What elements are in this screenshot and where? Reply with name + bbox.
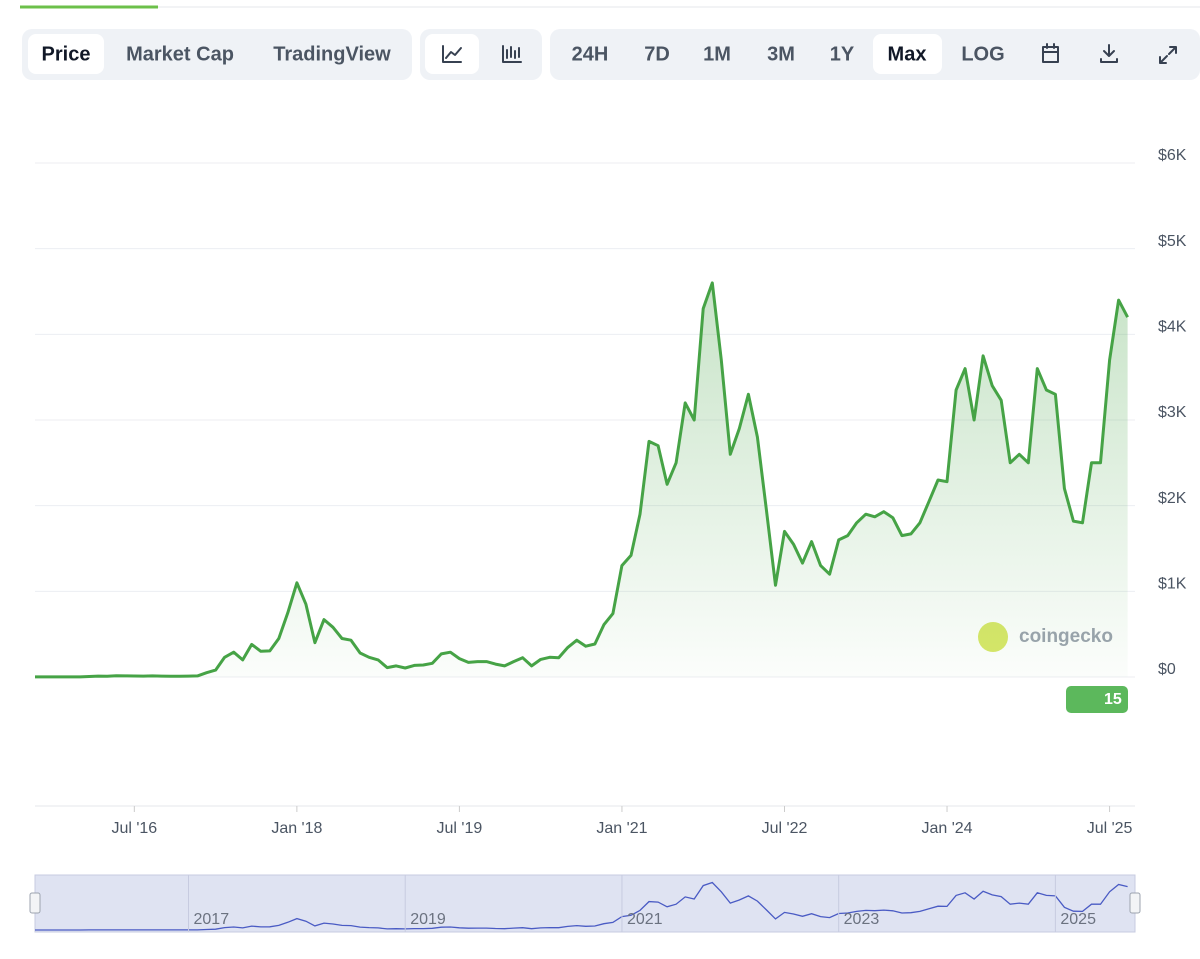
y-tick-label: $0 (1158, 661, 1176, 678)
tab[interactable]: Market Cap (126, 43, 234, 65)
y-tick-label: $1K (1158, 576, 1187, 593)
range[interactable]: LOG (961, 43, 1004, 65)
x-tick-label: Jul '16 (111, 820, 157, 837)
calendar-icon[interactable] (1042, 43, 1059, 63)
y-tick-label: $4K (1158, 319, 1187, 336)
area (35, 282, 1128, 677)
range[interactable]: Max (888, 43, 927, 65)
candle-icon[interactable] (502, 45, 522, 63)
range[interactable]: 7D (644, 43, 670, 65)
tab[interactable]: Price (42, 43, 91, 65)
y-tick-label: $3K (1158, 404, 1187, 421)
navigator-label: 2023 (844, 911, 880, 928)
x-tick-label: Jan '21 (596, 820, 647, 837)
news-count[interactable]: 15 (1104, 691, 1122, 708)
download-icon[interactable] (1100, 44, 1118, 63)
x-tick-label: Jan '18 (271, 820, 322, 837)
x-tick-label: Jan '24 (921, 820, 972, 837)
navigator-handle (1129, 892, 1141, 914)
tab-group (22, 29, 412, 80)
navigator-label: 2025 (1060, 911, 1096, 928)
x-tick-label: Jul '19 (437, 820, 483, 837)
tab[interactable]: TradingView (273, 43, 391, 65)
navigator-label: 2017 (194, 911, 230, 928)
range[interactable]: 1M (703, 43, 731, 65)
expand-icon[interactable] (1159, 46, 1177, 64)
tab-selected (28, 34, 104, 74)
navigator-handle (29, 892, 41, 914)
range-selected (873, 34, 942, 74)
y-tick-label: $2K (1158, 490, 1187, 507)
line-icon[interactable] (442, 45, 462, 63)
range[interactable]: 1Y (830, 43, 855, 65)
news-badge[interactable] (1066, 686, 1128, 713)
price-line (35, 281, 1129, 679)
y-tick-label: $6K (1158, 147, 1187, 164)
navigator-label: 2021 (627, 911, 663, 928)
navigator[interactable] (34, 874, 1136, 933)
x-tick-label: Jul '22 (762, 820, 808, 837)
navigator-line (35, 881, 1128, 931)
range[interactable]: 3M (767, 43, 795, 65)
y-tick-label: $5K (1158, 233, 1187, 250)
navigator-label: 2019 (410, 911, 446, 928)
x-tick-label: Jul '25 (1087, 820, 1133, 837)
range[interactable]: 24H (572, 43, 609, 65)
